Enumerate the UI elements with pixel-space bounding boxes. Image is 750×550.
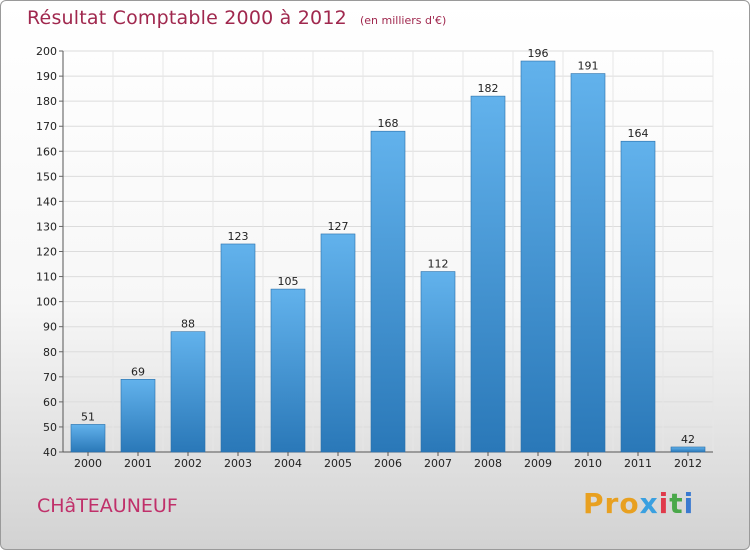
y-tick-label: 70 <box>43 371 57 384</box>
chart-title: Résultat Comptable 2000 à 2012 (en milli… <box>27 7 446 29</box>
y-tick-label: 170 <box>36 120 57 133</box>
data-label: 191 <box>578 60 599 73</box>
y-tick-label: 90 <box>43 321 57 334</box>
logo-letter: t <box>669 487 684 520</box>
data-label: 69 <box>131 365 145 378</box>
bar-2004 <box>270 288 306 453</box>
y-tick-label: 80 <box>43 346 57 359</box>
data-label: 164 <box>628 127 649 140</box>
x-tick-label: 2002 <box>174 457 202 470</box>
y-tick-label: 40 <box>43 446 57 459</box>
data-label: 51 <box>81 410 95 423</box>
y-tick-label: 200 <box>36 45 57 58</box>
bar-2007 <box>420 271 456 453</box>
data-label: 196 <box>528 47 549 60</box>
x-tick-label: 2008 <box>474 457 502 470</box>
y-tick-label: 130 <box>36 220 57 233</box>
data-label: 168 <box>378 117 399 130</box>
y-tick-label: 140 <box>36 195 57 208</box>
bar-2008 <box>470 95 506 453</box>
x-tick-label: 2010 <box>574 457 602 470</box>
bar-2002 <box>170 331 206 453</box>
data-label: 105 <box>278 275 299 288</box>
bar-2009 <box>520 60 556 453</box>
logo-letter: x <box>639 487 659 520</box>
x-tick-label: 2012 <box>674 457 702 470</box>
bar-2006 <box>370 130 406 453</box>
logo-letter: o <box>619 487 640 520</box>
data-labels: 51 69 88 123 105 127 168 112 182 196 191 164 42 <box>81 47 695 446</box>
city-name: CHâTEAUNEUF <box>37 495 178 517</box>
x-axis-ticks: 2000 2001 2002 2003 2004 2005 2006 2007 2008 2009… <box>74 452 702 470</box>
chart-title-text: Résultat Comptable 2000 à 2012 <box>27 7 347 29</box>
x-tick-label: 2007 <box>424 457 452 470</box>
y-tick-label: 180 <box>36 95 57 108</box>
y-tick-label: 150 <box>36 170 57 183</box>
proxiti-logo: Proxiti <box>583 487 694 520</box>
data-label: 112 <box>428 258 449 271</box>
bar-2000 <box>70 424 106 453</box>
logo-letter: i <box>683 487 695 520</box>
data-label: 42 <box>681 433 695 446</box>
x-tick-label: 2004 <box>274 457 302 470</box>
data-label: 123 <box>228 230 249 243</box>
logo-letter: i <box>658 487 670 520</box>
bar-2005 <box>320 233 356 453</box>
logo-letter: r <box>604 487 620 520</box>
chart-subtitle: (en milliers d'€) <box>359 14 447 27</box>
y-axis-ticks: 40 50 60 70 80 90 100 110 120 130 140 150 160 170 180 1… <box>36 45 63 459</box>
logo-letter: P <box>583 487 605 520</box>
x-tick-label: 2005 <box>324 457 352 470</box>
x-tick-label: 2001 <box>124 457 152 470</box>
y-tick-label: 110 <box>36 271 57 284</box>
bar-2001 <box>120 379 156 453</box>
x-tick-label: 2011 <box>624 457 652 470</box>
x-tick-label: 2000 <box>74 457 102 470</box>
y-tick-label: 50 <box>43 421 57 434</box>
y-tick-label: 190 <box>36 70 57 83</box>
data-label: 127 <box>328 220 349 233</box>
y-tick-label: 100 <box>36 296 57 309</box>
bar-2011 <box>620 140 656 453</box>
x-tick-label: 2009 <box>524 457 552 470</box>
y-tick-label: 120 <box>36 246 57 259</box>
bar-2003 <box>220 243 256 453</box>
bars <box>70 60 706 453</box>
data-label: 182 <box>478 82 499 95</box>
x-tick-label: 2003 <box>224 457 252 470</box>
y-tick-label: 60 <box>43 396 57 409</box>
data-label: 88 <box>181 318 195 331</box>
y-tick-label: 160 <box>36 145 57 158</box>
bar-2012 <box>670 446 706 453</box>
bar-2010 <box>570 73 606 453</box>
x-tick-label: 2006 <box>374 457 402 470</box>
